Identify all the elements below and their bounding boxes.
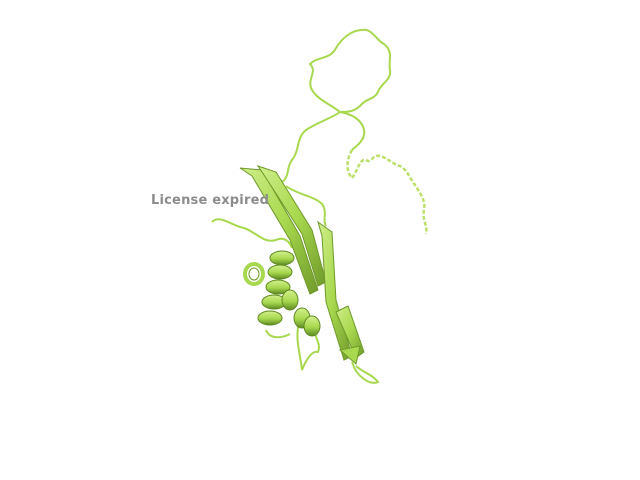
- license-watermark: License expired: [151, 193, 270, 208]
- short-helix: [243, 262, 265, 286]
- alpha-helix: [257, 250, 295, 326]
- beta-strand-2: [256, 165, 327, 287]
- beta-strand-4: [335, 305, 365, 359]
- loop-to-sheet: [281, 111, 341, 183]
- tail-coil: [346, 149, 428, 235]
- bottom-left-loop: [296, 319, 320, 371]
- lower-helix: [281, 289, 321, 337]
- sheet-to-helix-coil: [285, 185, 327, 227]
- top-loop: [308, 28, 392, 114]
- sheet-arrow: [338, 345, 361, 365]
- helix-to-sheet-coil: [265, 329, 291, 339]
- left-coil: [211, 218, 293, 249]
- loop-to-tail: [339, 111, 366, 151]
- beta-strand-3: [317, 220, 353, 361]
- bottom-loop: [351, 361, 380, 384]
